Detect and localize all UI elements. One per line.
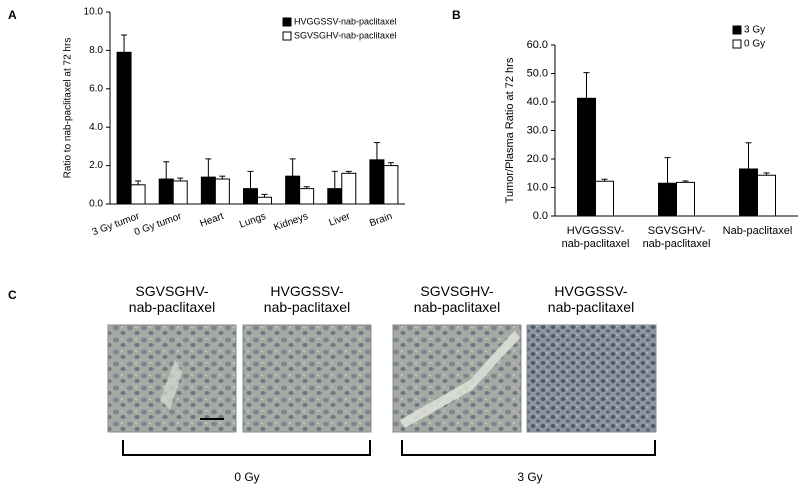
y-tick-label: 50.0 [527, 67, 548, 79]
panel-label: A [8, 8, 17, 22]
y-tick-label: 30.0 [527, 124, 548, 136]
bar [116, 51, 132, 205]
y-tick-label: 0.0 [89, 199, 103, 210]
y-tick-label: 10.0 [527, 181, 548, 193]
bar [285, 175, 301, 205]
bar [214, 178, 230, 205]
x-tick-label: 0 Gy tumor [133, 211, 184, 238]
micrograph [526, 324, 657, 433]
micrographs [107, 324, 657, 433]
legend-swatch [282, 17, 292, 27]
bar [369, 159, 385, 205]
legend-label: 0 Gy [744, 39, 765, 50]
bar [299, 188, 315, 205]
panel-label: C [8, 288, 17, 302]
group-label: 3 Gy [517, 470, 542, 484]
image-caption: SGVSGHV- nab-paclitaxel [128, 283, 216, 316]
x-tick-label: Nab-paclitaxel [722, 225, 793, 237]
legend-label: 3 Gy [744, 25, 765, 36]
y-tick-label: 2.0 [89, 160, 103, 171]
legend-swatch [732, 25, 742, 35]
bar [595, 180, 614, 217]
bar [577, 97, 596, 217]
panel-label: B [452, 8, 461, 22]
y-axis-label: Tumor/Plasma Ratio at 72 hrs [504, 57, 516, 203]
bar [757, 174, 776, 217]
y-tick-label: 20.0 [527, 153, 548, 165]
bar [658, 182, 677, 217]
legend-label: SGVSGHV-nab-paclitaxel [294, 30, 397, 40]
bar [172, 180, 188, 205]
y-tick-label: 4.0 [89, 122, 103, 133]
bar [739, 168, 758, 217]
y-tick-label: 6.0 [89, 83, 103, 94]
micrograph-feature [400, 330, 520, 428]
image-caption: SGVSGHV- nab-paclitaxel [413, 283, 501, 316]
bar [200, 176, 216, 205]
x-tick-label: HVGGSSV- nab-paclitaxel [561, 225, 630, 250]
y-tick-label: 0.0 [533, 210, 548, 222]
x-tick-label: Lungs [238, 211, 267, 231]
y-tick-label: 8.0 [89, 45, 103, 56]
x-tick-label: 3 Gy tumor [91, 211, 142, 238]
y-tick-label: 40.0 [527, 96, 548, 108]
y-tick-label: 10.0 [84, 7, 104, 18]
micrograph-feature [160, 360, 182, 410]
image-caption: HVGGSSV- nab-paclitaxel [263, 283, 351, 316]
y-tick-label: 60.0 [527, 39, 548, 51]
micrograph [242, 324, 372, 433]
legend-swatch [282, 31, 292, 41]
legend-swatch [732, 39, 742, 49]
group-bracket [401, 440, 656, 456]
x-tick-label: Liver [328, 211, 353, 229]
bar [243, 188, 258, 205]
x-tick-label: SGVSGHV- nab-paclitaxel [642, 225, 711, 250]
y-axis-label: Ratio to nab-paclitaxel at 72 hrs [63, 38, 74, 179]
group-bracket [122, 440, 371, 456]
bar [327, 188, 343, 205]
legend-label: HVGGSSV-nab-paclitaxel [294, 16, 397, 26]
x-tick-label: Heart [199, 211, 226, 230]
bar [257, 196, 272, 205]
bar [341, 172, 357, 205]
x-tick-label: Brain [368, 211, 394, 229]
x-tick-label: Kidneys [272, 211, 309, 234]
bar [676, 181, 695, 217]
group-label: 0 Gy [234, 470, 259, 484]
image-caption: HVGGSSV- nab-paclitaxel [547, 283, 635, 316]
bar [383, 165, 399, 205]
bar [130, 184, 146, 205]
bar [158, 178, 174, 205]
